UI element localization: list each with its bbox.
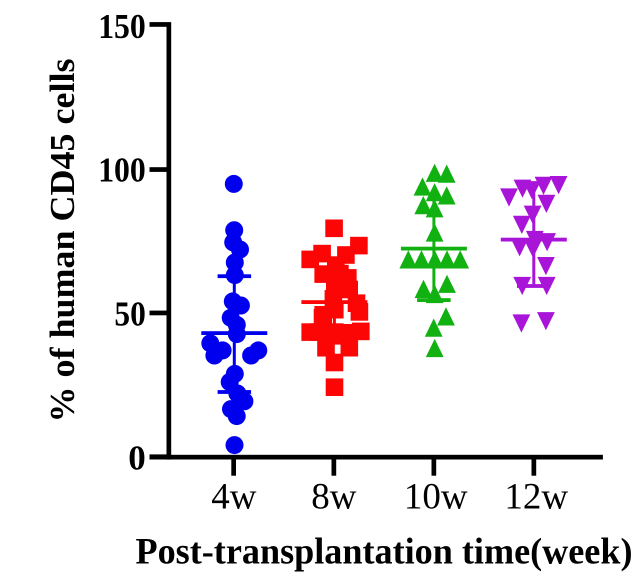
svg-text:150: 150 (98, 7, 146, 46)
svg-text:4w: 4w (211, 477, 257, 518)
svg-text:8w: 8w (311, 477, 357, 518)
svg-text:% of human CD45 cells: % of human CD45 cells (43, 59, 82, 423)
svg-text:50: 50 (114, 294, 145, 333)
svg-text:0: 0 (128, 438, 146, 477)
svg-text:12w: 12w (504, 477, 568, 518)
svg-text:100: 100 (98, 151, 146, 190)
svg-text:Post-transplantation time(week: Post-transplantation time(week) (136, 532, 633, 573)
svg-text:10w: 10w (404, 477, 468, 518)
